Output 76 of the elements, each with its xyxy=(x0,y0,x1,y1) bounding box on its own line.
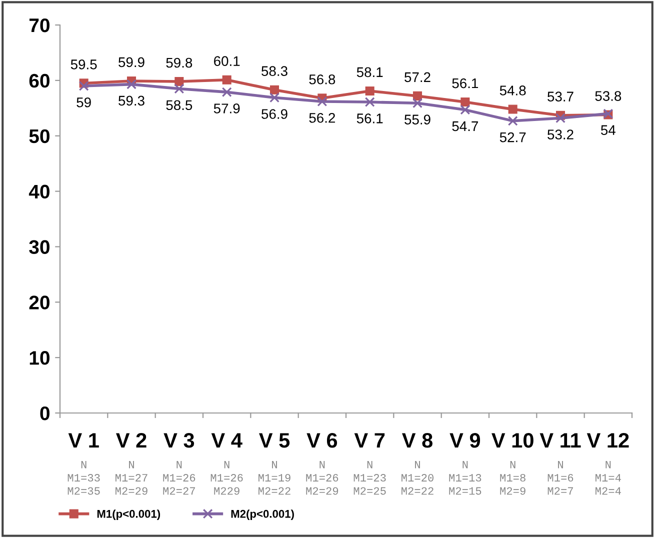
x-tick-label: V 4 xyxy=(211,433,242,448)
legend-label: M2(p<0.001) xyxy=(231,510,294,520)
y-tick-label: 60 xyxy=(29,74,50,88)
data-label: 54 xyxy=(601,125,616,135)
data-label: 58.5 xyxy=(166,100,192,110)
data-label: 56.8 xyxy=(309,74,336,84)
point xyxy=(78,80,89,91)
x-tick-label: V 10 xyxy=(492,432,534,448)
point xyxy=(365,86,374,96)
x-tick-label: V 12 xyxy=(586,432,629,448)
data-label: 58.3 xyxy=(262,66,288,76)
text: N M1=4 M2=4 xyxy=(596,460,621,495)
point xyxy=(126,79,136,90)
x-tick-label: V 11 xyxy=(540,433,581,448)
point xyxy=(174,77,184,86)
point xyxy=(270,85,280,94)
text: N M1=33 M2=35 xyxy=(68,460,100,495)
x-tick-label: V 7 xyxy=(354,433,385,448)
data-label: 59.8 xyxy=(166,58,192,68)
y-tick-label: 20 xyxy=(29,296,50,310)
data-label: 56.1 xyxy=(356,114,383,124)
data-label: 53.2 xyxy=(548,130,574,140)
data-label: 54.7 xyxy=(452,121,478,132)
point xyxy=(460,98,470,107)
point xyxy=(508,116,518,126)
point xyxy=(412,91,422,100)
data-label: 53.8 xyxy=(595,91,622,101)
text: N M1=26 M2=27 xyxy=(163,460,196,495)
data-label: 57.9 xyxy=(214,104,240,114)
y-tick-label: 30 xyxy=(29,240,50,254)
text: N M1=26 M2=29 xyxy=(306,460,338,495)
point xyxy=(174,84,184,94)
x-tick-label: V 5 xyxy=(259,433,290,448)
y-tick-label: 50 xyxy=(29,129,50,144)
point xyxy=(460,104,470,115)
text: N M1=6 M2=7 xyxy=(548,460,574,495)
data-label: 52.7 xyxy=(500,132,526,142)
point xyxy=(508,104,518,114)
text: N M1=19 M2=22 xyxy=(258,460,290,495)
data-label: 53.7 xyxy=(548,92,574,102)
x-tick-label: V 6 xyxy=(306,432,338,448)
data-label: 59.5 xyxy=(70,60,97,70)
data-label: 56.2 xyxy=(309,112,335,123)
point xyxy=(364,97,375,108)
data-label: 57.2 xyxy=(404,72,430,82)
x-tick-label: V 9 xyxy=(450,432,480,448)
y-tick-label: 40 xyxy=(28,184,50,199)
text: N M1=23 M2=25 xyxy=(354,460,386,495)
legend-label: M1(p<0.001) xyxy=(97,510,160,520)
y-tick-label: 0 xyxy=(40,406,50,420)
data-label: 59.9 xyxy=(118,57,144,68)
data-label: 59 xyxy=(76,97,91,108)
x-tick-label: V 2 xyxy=(116,432,146,448)
point xyxy=(317,96,328,106)
y-tick-label: 70 xyxy=(29,18,50,32)
data-label: 58.1 xyxy=(356,67,383,78)
point xyxy=(222,87,232,98)
point xyxy=(412,98,422,108)
point xyxy=(270,92,280,103)
x-tick-label: V 3 xyxy=(164,432,194,448)
data-label: 59.3 xyxy=(118,96,144,106)
x-tick-label: V 8 xyxy=(402,432,432,448)
data-label: 56.9 xyxy=(262,109,288,119)
point xyxy=(556,113,566,124)
data-label: 54.8 xyxy=(500,86,526,96)
text: N M1=8 M2=9 xyxy=(500,460,526,495)
data-label: 56.1 xyxy=(452,78,478,88)
x-tick-label: V 1 xyxy=(68,433,99,448)
data-label: 60.1 xyxy=(214,56,240,66)
text: N M1=26 M229 xyxy=(210,460,243,495)
text: N M1=20 M2=22 xyxy=(402,460,434,495)
data-label: 55.9 xyxy=(404,114,430,124)
text: N M1=27 M2=29 xyxy=(116,460,148,495)
point xyxy=(222,75,232,84)
text: N M1=13 M2=15 xyxy=(449,460,482,495)
y-tick-label: 10 xyxy=(30,351,50,365)
